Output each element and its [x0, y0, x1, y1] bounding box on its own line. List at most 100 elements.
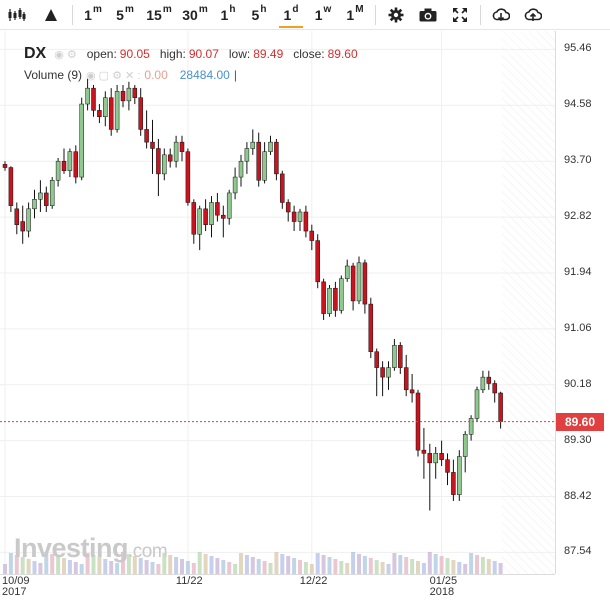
candle	[85, 78, 90, 111]
candle-body	[492, 383, 497, 394]
candle-body	[191, 202, 197, 235]
volume-bar	[298, 560, 302, 574]
volume-bar	[233, 564, 238, 574]
candle	[498, 391, 503, 429]
candle	[457, 450, 462, 501]
candle-body	[291, 211, 297, 222]
volume-bar	[339, 561, 344, 574]
candle	[285, 199, 291, 222]
candle-body	[73, 151, 79, 178]
volume-bar	[244, 555, 249, 574]
candle	[8, 166, 14, 212]
drawing-tools-icon[interactable]	[34, 0, 68, 30]
eye-icon[interactable]: ◉ ⚙	[54, 48, 77, 61]
candle-body	[2, 164, 8, 168]
interval-15m-button[interactable]: 15 m	[141, 0, 177, 30]
candle-body	[162, 154, 167, 175]
volume-bar	[227, 562, 232, 574]
candle-body	[167, 154, 173, 162]
candle	[421, 427, 427, 479]
volume-bar	[14, 555, 19, 574]
candle-body	[232, 176, 238, 194]
toolbar-divider	[375, 4, 376, 25]
candle	[309, 224, 315, 251]
candle-body	[309, 230, 315, 241]
candle-body	[108, 97, 114, 130]
price-chart-plot[interactable]	[0, 31, 555, 574]
candle	[415, 389, 421, 457]
candle	[321, 278, 326, 320]
candle	[150, 119, 155, 174]
candle-body	[344, 265, 350, 279]
volume-value: 0.00	[144, 68, 168, 82]
candle	[126, 81, 132, 111]
volume-bar	[73, 562, 78, 574]
interval-30m-button[interactable]: 30 m	[177, 0, 213, 30]
volume-settings-icon[interactable]: ◉ ▢ ⚙ ✕ :	[86, 69, 141, 82]
volume-bar	[26, 559, 31, 574]
candle	[303, 205, 309, 238]
candle	[203, 199, 208, 232]
candle	[492, 380, 497, 403]
candle	[297, 208, 303, 232]
volume-bar	[445, 558, 450, 574]
candle	[356, 256, 362, 305]
candle-body	[474, 389, 480, 419]
y-tick-label: 95.46	[564, 42, 592, 55]
interval-number: 5	[116, 6, 124, 23]
fullscreen-icon[interactable]	[444, 0, 476, 30]
candle-body	[303, 211, 309, 232]
candle	[20, 205, 25, 244]
candle	[451, 459, 456, 501]
upload-icon[interactable]	[517, 0, 549, 30]
x-tick-date: 11/22	[175, 575, 203, 587]
symbol-label: DX	[24, 45, 47, 62]
volume-bar	[67, 560, 72, 574]
price-axis[interactable]: 95.46 94.58 93.70 92.82 91.94 91.06 90.18 89.30…	[555, 31, 610, 574]
candle	[209, 196, 214, 238]
candle	[445, 453, 450, 486]
candle-body	[179, 141, 185, 152]
camera-icon[interactable]	[412, 0, 444, 30]
candle-body	[280, 173, 285, 203]
interval-unit: d	[292, 4, 299, 15]
candle	[344, 259, 350, 282]
volume-ma-value: 28484.00	[179, 68, 230, 82]
candle	[462, 431, 468, 473]
time-axis[interactable]: 10/09 2017 11/22 12/22 01/25 2018	[0, 574, 555, 601]
interval-number: 15	[146, 6, 162, 23]
candle-body	[238, 160, 244, 178]
interval-number: 1	[220, 6, 229, 23]
volume-bar	[268, 563, 273, 574]
low-label: low:	[228, 47, 251, 61]
volume-bar	[463, 564, 468, 574]
open-label: open:	[86, 47, 117, 61]
y-tick-label: 91.94	[564, 265, 592, 278]
volume-bar	[345, 563, 350, 574]
volume-bar	[262, 561, 267, 574]
candle-body	[409, 389, 415, 394]
x-tick-label: 01/25 2018	[430, 576, 458, 598]
x-tick-date: 10/09	[2, 575, 30, 587]
candle-body	[44, 192, 49, 206]
download-icon[interactable]	[485, 0, 517, 30]
volume-bar	[374, 560, 379, 574]
volume-bar	[404, 557, 409, 574]
candle-body	[114, 91, 120, 130]
volume-bar	[132, 556, 137, 574]
interval-number: 1	[283, 6, 292, 23]
y-tick-label: 93.70	[564, 154, 592, 167]
gear-icon[interactable]	[380, 0, 412, 30]
volume-bar	[121, 552, 125, 574]
candlestick-type-icon[interactable]	[0, 0, 34, 30]
x-tick-date: 01/25	[429, 575, 458, 587]
interval-unit: w	[323, 4, 332, 15]
volume-bar	[421, 563, 426, 574]
